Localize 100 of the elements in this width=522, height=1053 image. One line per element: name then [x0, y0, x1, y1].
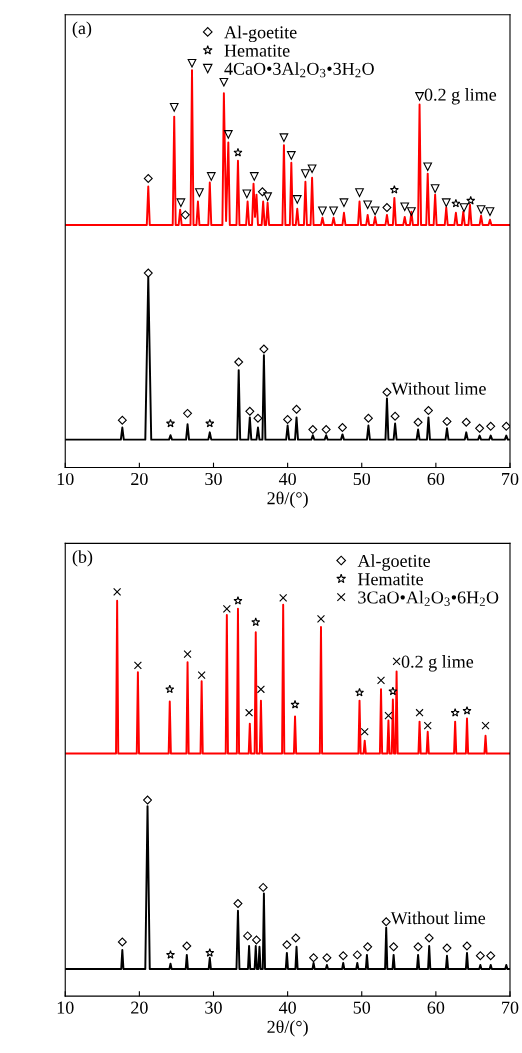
point: [233, 596, 243, 605]
x-tick-label: 10: [57, 472, 74, 486]
point: [352, 950, 362, 960]
point: [307, 164, 317, 174]
point: [415, 708, 424, 717]
point: [117, 937, 127, 947]
x-tick-label: 50: [353, 472, 371, 486]
point: [290, 699, 300, 709]
point: [413, 942, 423, 952]
point: [259, 344, 269, 354]
point: [486, 951, 496, 961]
point: [252, 935, 261, 945]
point: [450, 708, 460, 717]
x-axis-title: 2θ/(°): [267, 1020, 308, 1037]
point: [143, 795, 153, 805]
point: [384, 711, 393, 720]
x-tick-label: 50: [353, 1001, 371, 1014]
point: [165, 684, 175, 694]
legend-label: Al-goetite: [357, 554, 430, 571]
x-tick-label: 30: [205, 472, 222, 486]
point: [481, 721, 490, 730]
point: [388, 686, 398, 696]
point: [205, 948, 215, 957]
legend-label: 3CaO•Al$_{2}$O$_{3}$•6H$_{2}$O: [358, 590, 499, 606]
point: [363, 942, 373, 952]
point: [390, 411, 400, 421]
point: [257, 187, 267, 197]
legend-label: 4CaO•3Al$_{2}$O$_{3}$•3H$_{2}$O: [224, 62, 374, 78]
legend-label: Hematite: [224, 44, 290, 57]
point: [413, 417, 423, 427]
point: [355, 188, 364, 197]
point: [165, 418, 176, 428]
x-tick-label: 20: [131, 472, 148, 486]
point: [322, 953, 332, 963]
point: [223, 130, 233, 139]
point: [400, 202, 410, 212]
point: [283, 414, 293, 424]
x-tick-label: 10: [57, 1001, 74, 1014]
point: [309, 953, 319, 963]
point: [258, 882, 268, 892]
point: [245, 406, 255, 416]
point: [242, 189, 252, 199]
point: [182, 941, 192, 951]
point: [466, 195, 476, 205]
point: [461, 417, 471, 427]
point: [476, 205, 486, 214]
point: [233, 147, 243, 157]
point: [183, 408, 193, 418]
point: [291, 933, 301, 943]
point: [321, 425, 331, 435]
series-label: 0.2 g lime: [401, 655, 474, 672]
point: [355, 687, 365, 697]
point: [222, 604, 231, 613]
point: [263, 192, 272, 202]
point: [363, 200, 373, 210]
point: [462, 941, 472, 951]
point: [233, 899, 243, 909]
point: [169, 102, 179, 112]
point: [382, 387, 392, 397]
point: [442, 943, 452, 953]
point: [292, 195, 302, 204]
point: [363, 413, 373, 423]
series-label: Without lime: [391, 382, 486, 395]
x-tick-label: 60: [427, 1001, 445, 1014]
chart-title: (a): [72, 21, 92, 38]
point: [475, 951, 485, 961]
series-label: Without lime: [390, 911, 486, 925]
point: [423, 406, 433, 416]
point: [292, 404, 302, 414]
point: [389, 942, 399, 952]
point: [245, 708, 254, 717]
point: [318, 206, 327, 216]
x-tick-label: 70: [502, 1001, 519, 1014]
x-tick-label: 30: [205, 1001, 222, 1014]
legend-label: Hematite: [357, 573, 423, 586]
point: [279, 133, 289, 143]
point: [424, 933, 434, 943]
point: [195, 188, 204, 197]
point: [256, 685, 265, 694]
point: [308, 425, 318, 435]
point: [407, 207, 416, 216]
point: [183, 650, 192, 659]
chart-title: (b): [72, 550, 93, 567]
point: [316, 614, 326, 623]
point: [249, 172, 259, 181]
point: [381, 917, 391, 927]
point: [462, 705, 472, 715]
point: [376, 676, 386, 685]
point: [338, 951, 348, 961]
point: [113, 587, 122, 596]
point: [459, 203, 469, 212]
point: [486, 421, 496, 431]
point: [180, 210, 190, 220]
point: [423, 162, 433, 172]
point: [441, 198, 451, 208]
point: [442, 416, 452, 426]
series-label: 0.2 g lime: [424, 88, 497, 105]
point: [329, 206, 338, 216]
x-tick-label: 70: [502, 472, 519, 486]
point: [279, 593, 288, 602]
